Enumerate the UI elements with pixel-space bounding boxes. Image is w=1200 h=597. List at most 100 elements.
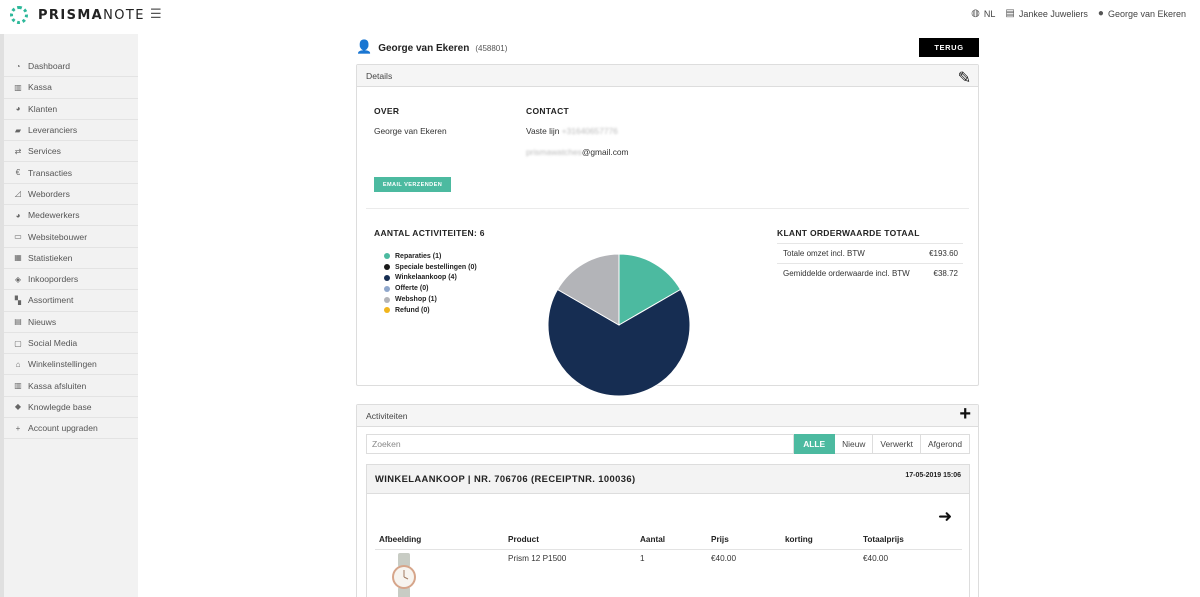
filter-new-button[interactable]: Nieuw xyxy=(835,434,874,454)
sidebar-item-leveranciers[interactable]: ▰ Leveranciers xyxy=(4,120,138,142)
graduation-icon: ◆ xyxy=(14,402,22,412)
sidebar-item-label: Transacties xyxy=(28,167,73,178)
pie-slice[interactable] xyxy=(547,288,691,397)
sidebar-item-label: Services xyxy=(28,146,61,157)
user-icon: 👤 xyxy=(356,39,373,54)
activities-title: Activiteiten xyxy=(366,410,408,421)
edit-icon[interactable]: ✎ xyxy=(957,70,971,87)
details-panel: Details ✎ OVER George van Ekeren EMAIL V… xyxy=(356,64,979,397)
language-switcher[interactable]: ◍ NL xyxy=(971,8,996,19)
sidebar-item-label: Account upgraden xyxy=(28,423,98,434)
sidebar-item-assortiment[interactable]: ▚ Assortiment xyxy=(4,290,138,312)
globe-icon: ◍ xyxy=(971,8,980,19)
row-product: Prism 12 P1500 xyxy=(508,554,567,563)
row-total: €40.00 xyxy=(863,554,889,563)
legend-dot xyxy=(384,264,390,271)
sidebar-item-weborders[interactable]: ◿ Weborders xyxy=(4,184,138,206)
contact-title: CONTACT xyxy=(526,106,570,116)
legend-dot xyxy=(384,285,390,292)
logo-icon xyxy=(10,6,28,24)
sidebar-item-label: Nieuws xyxy=(28,316,57,327)
order-card-header: WINKELAANKOOP | NR. 706706 (RECEIPTNR. 1… xyxy=(367,465,969,494)
sidebar-item-kassa[interactable]: ▥ Kassa xyxy=(4,77,138,99)
legend-label: Reparaties (1) xyxy=(395,252,442,260)
table-divider xyxy=(375,549,962,550)
activities-pie-chart xyxy=(547,253,691,397)
filter-completed-button[interactable]: Afgerond xyxy=(921,434,970,454)
sidebar-item-inkooporders[interactable]: ◈ Inkooporders xyxy=(4,269,138,291)
activities-count: AANTAL ACTIVITEITEN: 6 xyxy=(374,228,485,238)
sidebar-item-social-media[interactable]: ▢ Social Media xyxy=(4,333,138,355)
pie-slice[interactable] xyxy=(618,253,682,326)
legend-label: Offerte (0) xyxy=(395,285,429,293)
plus-icon: + xyxy=(15,423,21,433)
filter-all-button[interactable]: ALLE xyxy=(794,434,836,454)
send-email-button[interactable]: EMAIL VERZENDEN xyxy=(374,177,451,192)
sidebar-item-label: Assortiment xyxy=(28,295,74,306)
sidebar-item-winkelinstellingen[interactable]: ⌂ Winkelinstellingen xyxy=(4,354,138,376)
over-title: OVER xyxy=(374,106,400,116)
legend-item[interactable]: Webshop (1) xyxy=(384,294,477,305)
sidebar-item-label: Inkooporders xyxy=(28,274,79,285)
sidebar-item-dashboard[interactable]: ◔ Dashboard xyxy=(4,56,138,78)
totals-table: Totale omzet incl. BTW €193.60 Gemiddelde … xyxy=(777,243,963,283)
legend-label: Winkelaankoop (4) xyxy=(395,274,457,282)
sidebar-item-label: Klanten xyxy=(28,103,58,114)
legend-item[interactable]: Refund (0) xyxy=(384,305,477,316)
filter-processed-button[interactable]: Verwerkt xyxy=(873,434,921,454)
sidebar-item-klanten[interactable]: ◕ Klanten xyxy=(4,99,138,120)
legend-item[interactable]: Reparaties (1) xyxy=(384,251,477,262)
legend-item[interactable]: Speciale bestellingen (0) xyxy=(384,262,477,273)
cash-register-icon: ▥ xyxy=(14,381,22,391)
truck-icon: ▰ xyxy=(14,125,22,135)
legend-dot xyxy=(384,253,390,260)
contact-email: prismawatches@gmail.com xyxy=(526,147,629,157)
add-icon[interactable]: + xyxy=(959,403,971,425)
arrow-right-icon[interactable]: ➜ xyxy=(938,507,953,526)
totals-title: KLANT ORDERWAARDE TOTAAL xyxy=(777,228,920,238)
sidebar-item-label: Leveranciers xyxy=(28,125,78,136)
sidebar-item-nieuws[interactable]: ▤ Nieuws xyxy=(4,312,138,333)
legend-label: Refund (0) xyxy=(395,306,430,314)
shop-selector[interactable]: ▤ Jankee Juweliers xyxy=(1005,8,1088,19)
monitor-icon: ▭ xyxy=(14,232,22,242)
bar-chart-icon: ▦ xyxy=(14,253,22,263)
totals-row: Gemiddelde orderwaarde incl. BTW €38.72 xyxy=(777,263,963,283)
over-name: George van Ekeren xyxy=(374,126,447,136)
back-button[interactable]: TERUG xyxy=(919,38,979,57)
sidebar-item-label: Knowlegde base xyxy=(28,401,92,412)
sidebar-item-transacties[interactable]: € Transacties xyxy=(4,162,138,184)
user-menu[interactable]: ● George van Ekeren xyxy=(1097,8,1186,19)
main-content: 👤 George van Ekeren (458801) TERUG Detai… xyxy=(138,30,1200,597)
menu-toggle-icon[interactable]: ☰ xyxy=(150,6,162,21)
sidebar-item-services[interactable]: ⇄ Services xyxy=(4,141,138,163)
legend-label: Webshop (1) xyxy=(395,296,437,304)
exchange-icon: ⇄ xyxy=(14,146,22,156)
col-header-discount: korting xyxy=(785,535,813,544)
col-header-product: Product xyxy=(508,535,539,544)
sidebar-item-kassa-afsluiten[interactable]: ▥ Kassa afsluiten xyxy=(4,375,138,397)
logo[interactable]: PRISMANOTE xyxy=(10,6,145,24)
legend-dot xyxy=(384,296,390,303)
sidebar-item-label: Kassa xyxy=(28,82,52,93)
sidebar-item-label: Statistieken xyxy=(28,252,73,263)
sidebar-item-label: Medewerkers xyxy=(28,210,80,221)
sidebar-item-medewerkers[interactable]: ◕ Medewerkers xyxy=(4,205,138,227)
users-icon: ◕ xyxy=(15,104,21,114)
pie-slice[interactable] xyxy=(556,253,620,326)
col-header-price: Prijs xyxy=(711,535,729,544)
legend-dot xyxy=(384,307,390,314)
sidebar-item-statistieken[interactable]: ▦ Statistieken xyxy=(4,248,138,269)
legend-dot xyxy=(384,274,390,281)
activities-panel: Activiteiten + ALLE Nieuw Verwerkt Afger… xyxy=(356,403,979,597)
legend-item[interactable]: Offerte (0) xyxy=(384,283,477,294)
sidebar-item-websitebouwer[interactable]: ▭ Websitebouwer xyxy=(4,226,138,248)
legend-item[interactable]: Winkelaankoop (4) xyxy=(384,273,477,284)
order-date: 17-05-2019 15:06 xyxy=(905,472,961,479)
search-input[interactable] xyxy=(366,434,795,454)
sidebar-item-account-upgraden[interactable]: + Account upgraden xyxy=(4,418,138,440)
activities-filter-row: ALLE Nieuw Verwerkt Afgerond xyxy=(366,434,970,454)
home-icon: ⌂ xyxy=(15,359,21,369)
details-divider xyxy=(366,208,969,209)
sidebar-item-knowlegde-base[interactable]: ◆ Knowlegde base xyxy=(4,397,138,419)
